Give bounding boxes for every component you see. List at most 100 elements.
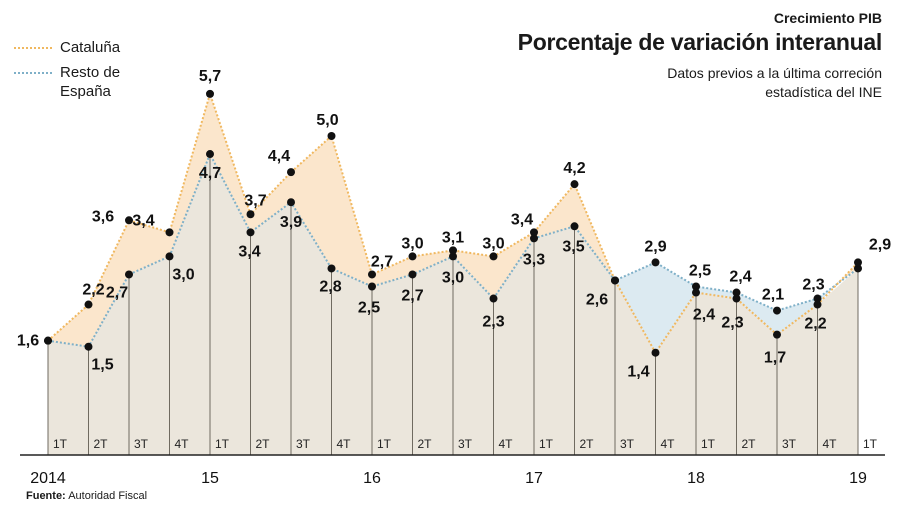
- quarter-label: 4T: [175, 437, 190, 451]
- chart-note: Datos previos a la última correción esta…: [518, 64, 882, 102]
- point-cataluna: [732, 294, 741, 303]
- data-label-resto: 2,1: [762, 287, 784, 304]
- chart-note-line-2: estadística del INE: [765, 84, 882, 100]
- quarter-label: 2T: [94, 437, 109, 451]
- data-label-resto: 2,7: [401, 287, 423, 304]
- area-gap: [453, 250, 494, 299]
- data-label-resto: 3,5: [562, 238, 584, 255]
- quarter-label: 1T: [377, 437, 392, 451]
- quarter-label: 4T: [661, 437, 676, 451]
- area-gap: [88, 220, 129, 347]
- area-gap: [412, 250, 453, 275]
- data-label-cataluna: 3,4: [511, 211, 533, 228]
- legend-item-cataluna: Cataluña: [14, 38, 140, 57]
- point-cataluna: [206, 89, 214, 98]
- point-resto: [813, 294, 822, 303]
- area-gap: [736, 292, 777, 335]
- data-label-resto: 2,9: [644, 238, 666, 255]
- point-cataluna: [84, 300, 93, 309]
- point-cataluna: [530, 228, 538, 237]
- point-cataluna: [44, 336, 52, 345]
- quarter-label: 3T: [782, 437, 797, 451]
- data-label-cataluna: 2,6: [586, 291, 608, 308]
- point-cataluna: [287, 168, 295, 177]
- quarter-label: 1T: [539, 437, 554, 451]
- point-resto: [530, 234, 538, 243]
- legend-label-cataluna: Cataluña: [60, 39, 121, 56]
- quarter-label: 1T: [215, 437, 230, 451]
- data-label-resto: 2,8: [319, 278, 341, 295]
- legend-label-resto: Resto de España: [60, 64, 121, 100]
- point-resto: [408, 270, 417, 279]
- year-label: 17: [525, 470, 543, 487]
- legend: Cataluña Resto de España: [14, 38, 140, 107]
- data-label-cataluna: 4,4: [268, 148, 290, 165]
- point-cataluna: [611, 276, 619, 285]
- point-resto: [287, 198, 295, 207]
- quarter-label: 1T: [701, 437, 716, 451]
- point-resto: [206, 150, 214, 159]
- point-resto: [368, 282, 376, 291]
- data-label-cataluna: 4,2: [563, 160, 585, 177]
- point-cataluna: [854, 258, 862, 267]
- point-resto: [570, 222, 579, 231]
- point-resto: [773, 306, 781, 315]
- data-label-cataluna: 2,2: [82, 282, 104, 299]
- chart-subtitle: Crecimiento PIB: [773, 10, 882, 26]
- point-cataluna: [327, 132, 336, 140]
- point-resto: [84, 342, 93, 351]
- data-label-cataluna: 3,7: [244, 192, 266, 209]
- point-cataluna: [408, 252, 417, 261]
- data-label-cataluna: 5,0: [316, 112, 338, 129]
- data-label-resto: 3,4: [238, 243, 260, 260]
- chart-note-line-1: Datos previos a la última correción: [667, 65, 882, 81]
- quarter-label: 3T: [458, 437, 473, 451]
- data-label-resto: 3,0: [442, 269, 464, 286]
- data-label-resto: 2,7: [106, 284, 128, 301]
- quarter-label: 2T: [418, 437, 433, 451]
- quarter-label: 4T: [499, 437, 514, 451]
- point-resto: [125, 270, 133, 279]
- quarter-label: 1T: [53, 437, 68, 451]
- point-resto: [449, 252, 457, 261]
- point-cataluna: [489, 252, 498, 261]
- data-label-cataluna: 3,6: [92, 208, 114, 225]
- point-cataluna: [165, 228, 174, 237]
- point-resto: [165, 252, 174, 261]
- data-label-cataluna: 2,3: [721, 315, 743, 332]
- point-resto: [692, 282, 700, 291]
- point-cataluna: [125, 216, 133, 225]
- quarter-label: 3T: [134, 437, 149, 451]
- data-label-resto: 2,5: [358, 300, 380, 317]
- title-block: Crecimiento PIB Porcentaje de variación …: [517, 10, 883, 102]
- data-label-cataluna: 5,7: [199, 68, 221, 85]
- data-label-cataluna: 2,7: [371, 253, 393, 270]
- area-gap: [655, 262, 696, 353]
- data-label-cataluna: 2,9: [869, 236, 891, 253]
- year-label: 15: [201, 470, 219, 487]
- data-label-cataluna: 3,4: [132, 212, 154, 229]
- area-gap: [291, 136, 332, 269]
- data-label-cataluna: 1,6: [17, 333, 39, 350]
- point-resto: [489, 294, 498, 303]
- data-label-resto: 3,0: [172, 266, 194, 283]
- source-note: Fuente: Autoridad Fiscal: [26, 490, 147, 502]
- chart-title: Porcentaje de variación interanual: [517, 29, 883, 55]
- source-label: Fuente:: [26, 490, 66, 502]
- quarter-label: 2T: [256, 437, 271, 451]
- line-cataluna: [47, 90, 859, 355]
- area-gap: [696, 286, 737, 299]
- point-cataluna: [246, 210, 255, 219]
- point-cataluna: [570, 180, 579, 189]
- area-gap: [48, 304, 89, 347]
- quarter-label: 2T: [580, 437, 595, 451]
- point-resto: [327, 264, 336, 273]
- quarter-label: 3T: [620, 437, 635, 451]
- data-label-resto: 3,3: [523, 251, 545, 268]
- quarter-label: 1T: [863, 437, 878, 451]
- quarter-label: 4T: [337, 437, 352, 451]
- data-label-cataluna: 1,4: [627, 364, 649, 381]
- area-gap: [169, 93, 210, 257]
- point-cataluna: [773, 330, 781, 339]
